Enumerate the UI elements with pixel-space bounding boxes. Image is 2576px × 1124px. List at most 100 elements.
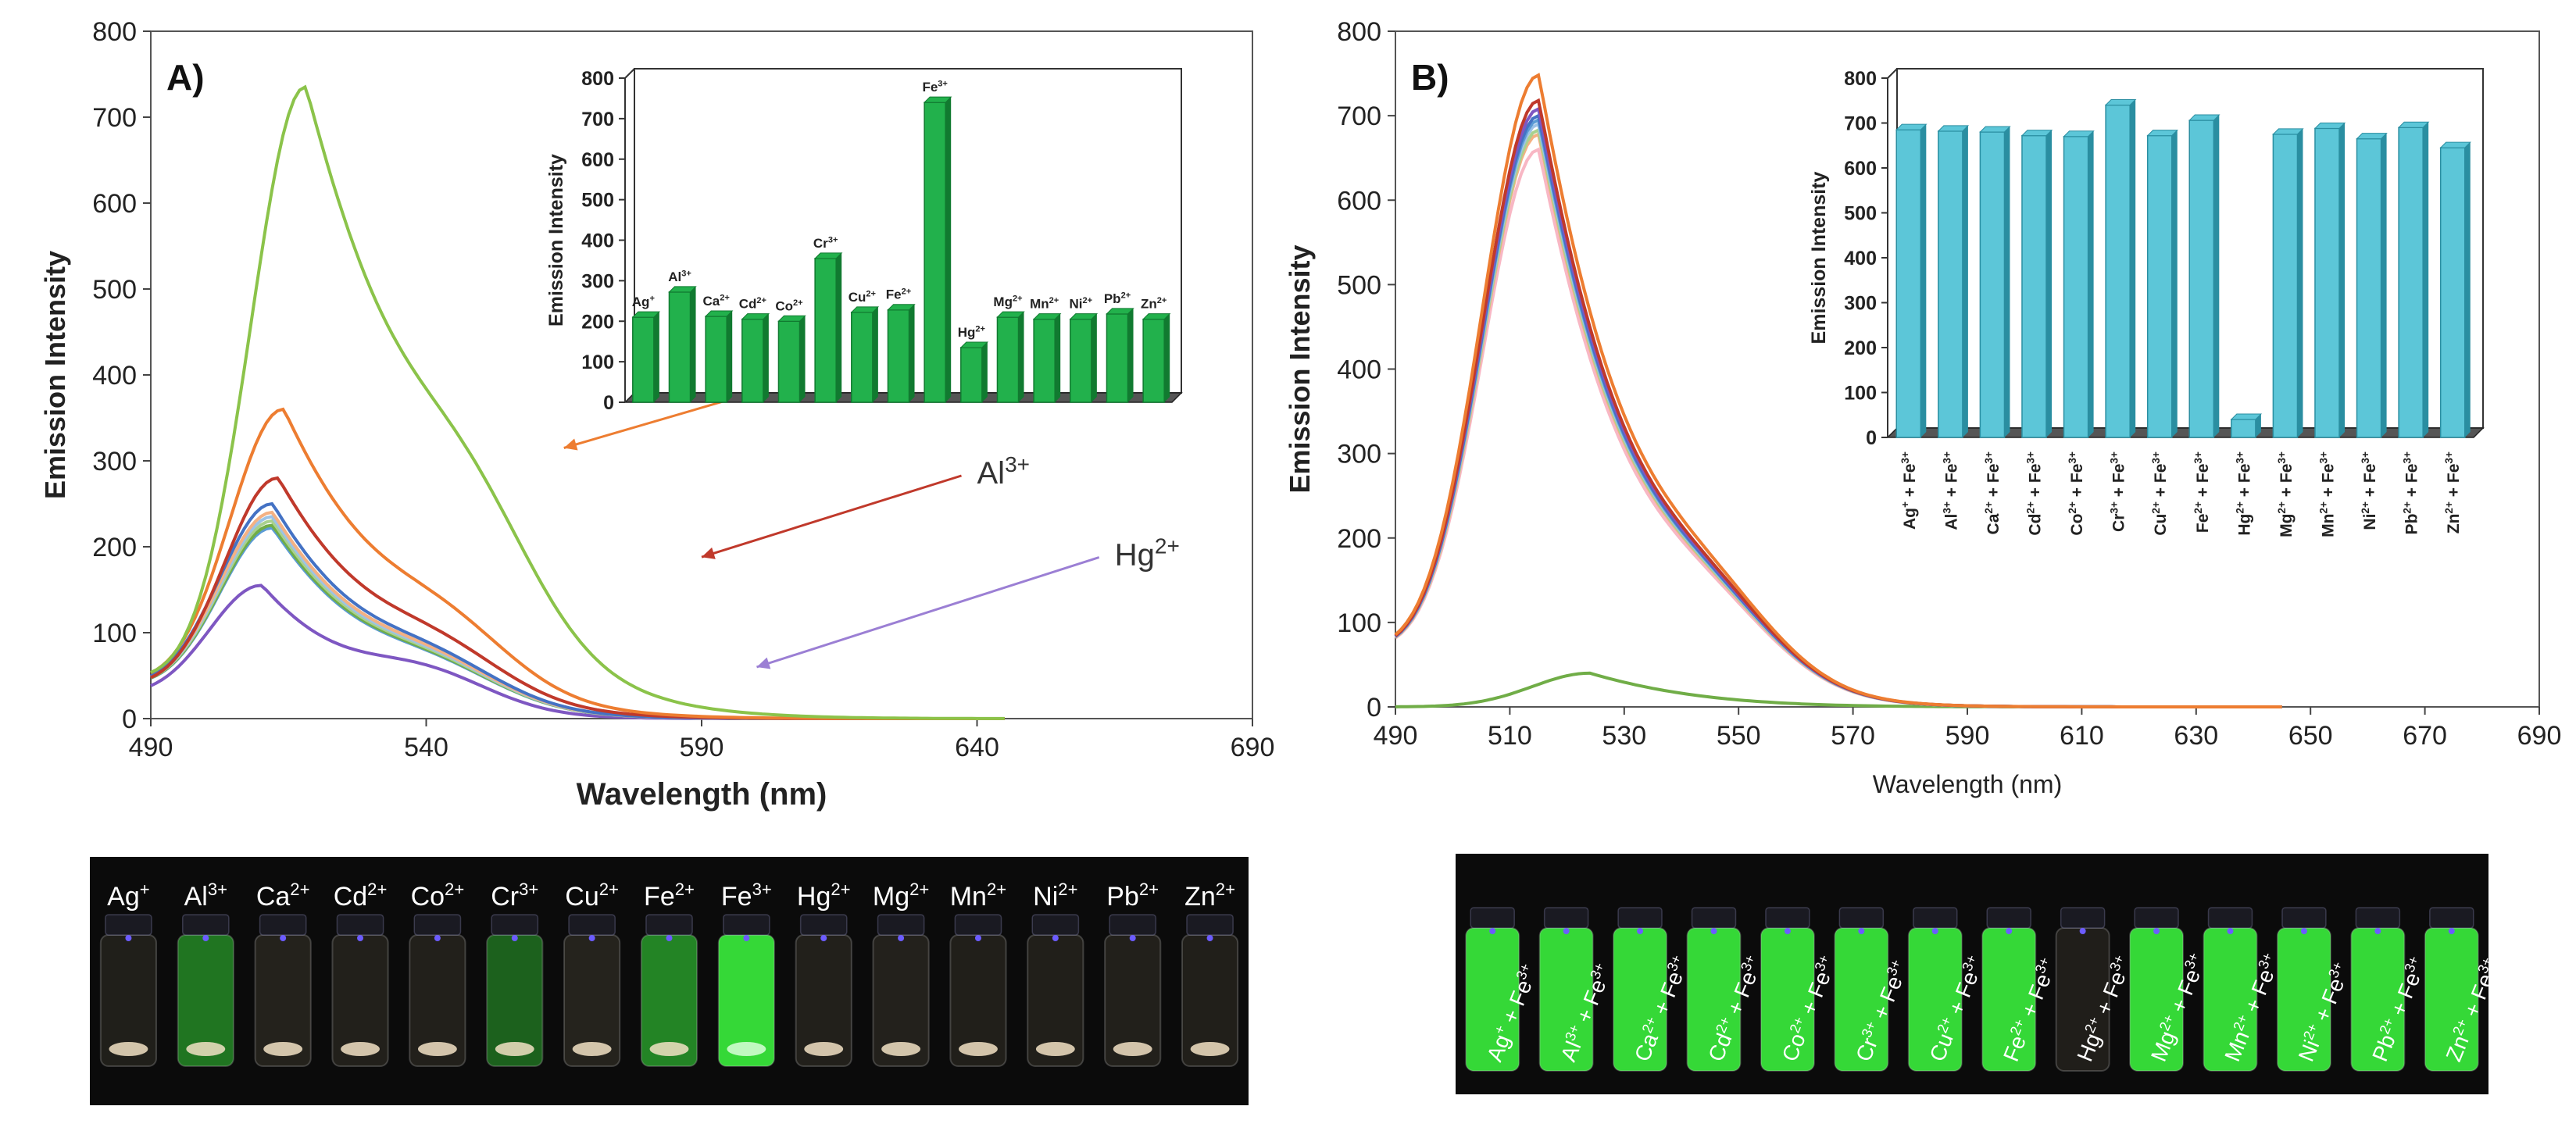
inset-bar-top	[2146, 130, 2178, 137]
vial-cap	[2355, 907, 2401, 929]
inset-bar-side	[2297, 128, 2303, 437]
vial-label: Mg2+	[873, 880, 929, 912]
inset-bar-label: Ca2+	[702, 294, 729, 309]
inset-bar-side	[1018, 312, 1024, 402]
vial-uv-reflection	[898, 935, 905, 941]
inset-bar	[2356, 137, 2382, 438]
inset-bar	[924, 102, 946, 403]
y-tick-label: 400	[92, 361, 137, 391]
vial-glint	[341, 1042, 380, 1056]
inset-bar-side	[2046, 130, 2053, 437]
inset-bar	[851, 312, 874, 403]
vial-cap	[413, 914, 462, 936]
vial-cap	[259, 914, 307, 936]
vial-uv-reflection	[511, 935, 518, 941]
inset-bar-top	[959, 341, 989, 348]
inset-bar-side	[2004, 127, 2010, 437]
inset-category-label: Al3+ + Fe3+	[1941, 451, 1960, 530]
vial-uv-reflection	[2374, 928, 2381, 934]
vial-cap	[954, 914, 1002, 936]
inset-bar-top	[1895, 123, 1928, 130]
inset-bar	[1938, 130, 1963, 438]
vial-glint	[1190, 1042, 1230, 1056]
inset-bar-top	[1142, 313, 1171, 320]
vial-glint	[186, 1042, 226, 1056]
inset-category-label: Ca2+ + Fe3+	[1983, 451, 2003, 534]
vial-label: Ni2+	[1033, 880, 1077, 912]
vial-cap	[2281, 907, 2327, 929]
vial-uv-reflection	[434, 935, 441, 941]
vial-cap	[1109, 914, 1157, 936]
inset-bar-side	[2464, 142, 2471, 437]
x-tick-label: 570	[1831, 721, 1875, 751]
inset-category-label: Cu2+ + Fe3+	[2150, 451, 2170, 536]
inset-bar-side	[836, 252, 842, 402]
vial-cap	[2134, 907, 2179, 929]
photo-panel-b: Ag+ + Fe3+Al3+ + Fe3+Ca2+ + Fe3+Cd2+ + F…	[1456, 854, 2499, 1094]
vial-uv-reflection	[743, 935, 750, 941]
inset-bar-side	[799, 316, 806, 402]
inset-top-edge	[1887, 68, 1898, 79]
vial-label: Fe2+	[644, 880, 695, 912]
inset-category-label: Ag+ + Fe3+	[1899, 451, 1919, 530]
vial-uv-reflection	[588, 935, 595, 941]
inset-bar	[668, 291, 691, 403]
inset-bar-top	[2020, 130, 2053, 137]
vial-cap	[491, 914, 539, 936]
x-tick-label: 490	[1374, 721, 1418, 751]
vial-glint	[804, 1042, 844, 1056]
x-axis-title: Wavelength (nm)	[1873, 770, 2062, 798]
inset-bar-label: Mn2+	[1030, 296, 1059, 311]
inset-category-label: Ni2+ + Fe3+	[2360, 451, 2379, 530]
inset-bar-label: Ag+	[632, 294, 655, 309]
inset-bar-side	[2423, 122, 2429, 437]
inset-bar-top	[2439, 141, 2471, 148]
chart-B: 0 100 200 300 400 500 600 700 800 490 510 530 550 570…	[1284, 17, 2561, 798]
y-tick-label: 600	[92, 189, 137, 219]
y-tick-label: 200	[1337, 524, 1381, 554]
inset-bar-side	[945, 97, 952, 402]
vial-uv-reflection	[2006, 928, 2013, 934]
inset-bar-label: Mg2+	[993, 294, 1022, 309]
vial-cap	[1691, 907, 1737, 929]
vial-cap	[568, 914, 616, 936]
y-tick-label: 300	[1337, 440, 1381, 469]
inset-bar-top	[2397, 121, 2430, 128]
inset-category-label: Mg2+ + Fe3+	[2276, 451, 2296, 537]
vial-uv-reflection	[202, 935, 209, 941]
inset-bar	[2188, 120, 2215, 438]
inset-bar	[1106, 313, 1129, 403]
vial-uv-reflection	[1489, 928, 1496, 934]
y-tick-label: 500	[1337, 270, 1381, 300]
vial-glint	[572, 1042, 612, 1056]
x-tick-label: 590	[1945, 721, 1990, 751]
inset-bar-side	[981, 341, 988, 402]
inset-bar	[996, 316, 1020, 403]
vial-cap	[105, 914, 152, 936]
inset-category-label: Mn2+ + Fe3+	[2318, 451, 2338, 537]
inset-category-label: Hg2+ + Fe3+	[2234, 451, 2253, 536]
inset-bar	[2105, 104, 2131, 438]
inset-bar-label: Pb2+	[1104, 291, 1131, 305]
vial-uv-reflection	[974, 935, 981, 941]
vial-cap	[799, 914, 848, 936]
inset-bar-label: Fe2+	[886, 287, 911, 302]
photo-panel-a: Ag+ Al3+ Ca2+ Cd2+ Co2+ Cr3+ Cu2+ Fe2+ Fe3+ Hg2+ M…	[90, 857, 1249, 1105]
vial-uv-reflection	[1710, 928, 1717, 934]
inset-bar-side	[909, 304, 915, 402]
inset-bar-label: Fe3+	[922, 80, 947, 95]
inset-bar-top	[2063, 130, 2095, 137]
inset-top-edge	[624, 68, 635, 79]
vial-uv-reflection	[1206, 935, 1213, 941]
vial-glint	[1113, 1042, 1152, 1056]
x-tick-label: 630	[2174, 721, 2218, 751]
annotation-arrowhead	[702, 547, 716, 559]
panel-label: B)	[1411, 57, 1449, 98]
inset-bar-top	[2230, 413, 2263, 420]
inset-bar-side	[1164, 313, 1170, 402]
inset-bar-label: Zn2+	[1141, 296, 1167, 311]
vial-cap	[1986, 907, 2031, 929]
inset-bar-label: Co2+	[775, 298, 802, 313]
inset-bar-label: Cr3+	[813, 235, 838, 250]
inset-bar-top	[923, 96, 952, 103]
